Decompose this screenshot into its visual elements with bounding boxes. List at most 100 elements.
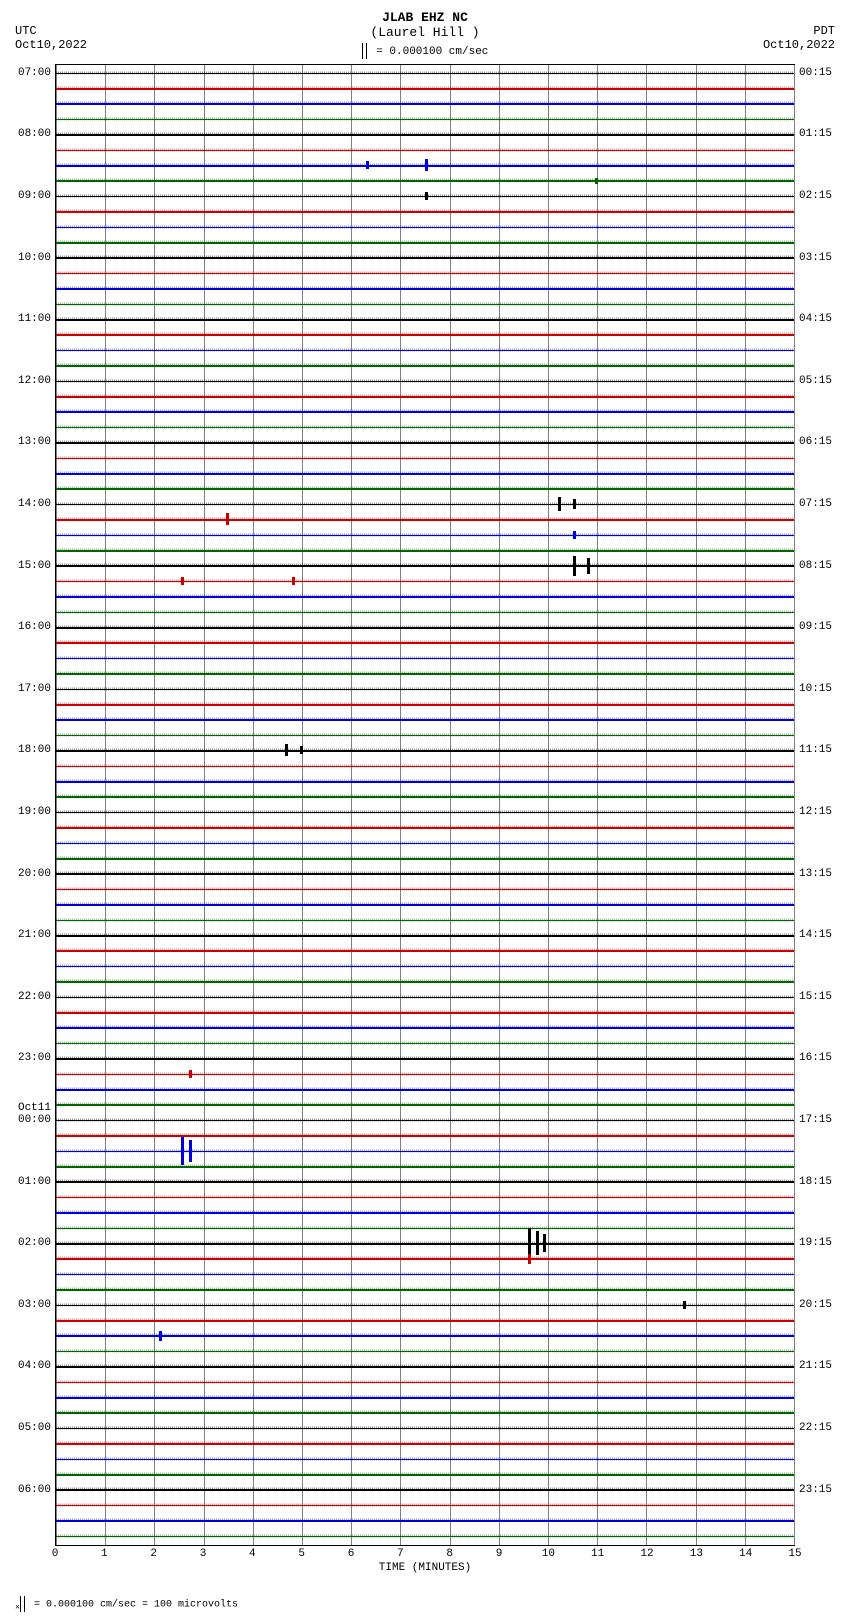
- utc-hour-label: 18:00: [11, 744, 51, 756]
- trace-noise: [56, 1503, 794, 1506]
- trace-noise: [56, 1426, 794, 1429]
- pdt-hour-label: 09:15: [799, 621, 839, 633]
- seismic-event: [595, 178, 598, 184]
- trace-noise: [56, 656, 794, 659]
- pdt-hour-label: 22:15: [799, 1422, 839, 1434]
- trace-noise: [56, 887, 794, 890]
- trace-row: [56, 142, 794, 157]
- seismic-event: [189, 1070, 192, 1078]
- trace-noise: [56, 87, 794, 90]
- utc-hour-label: 00:00: [11, 1114, 51, 1126]
- trace-row: [56, 1235, 794, 1250]
- trace-row: [56, 265, 794, 280]
- pdt-hour-label: 01:15: [799, 128, 839, 140]
- trace-noise: [56, 1072, 794, 1075]
- trace-noise: [56, 1365, 794, 1368]
- utc-hour-label: 10:00: [11, 252, 51, 264]
- seismic-event: [300, 746, 303, 754]
- trace-row: [56, 96, 794, 111]
- trace-noise: [56, 595, 794, 598]
- pdt-hour-label: 21:15: [799, 1360, 839, 1372]
- trace-noise: [56, 1011, 794, 1014]
- trace-noise: [56, 456, 794, 459]
- pdt-hour-label: 11:15: [799, 744, 839, 756]
- trace-noise: [56, 1041, 794, 1044]
- trace-noise: [56, 71, 794, 74]
- trace-noise: [56, 179, 794, 182]
- trace-noise: [56, 1134, 794, 1137]
- trace-row: [56, 1158, 794, 1173]
- trace-row: [56, 1051, 794, 1066]
- trace-row: [56, 496, 794, 511]
- trace-noise: [56, 1288, 794, 1291]
- seismic-event: [425, 192, 428, 200]
- trace-noise: [56, 1103, 794, 1106]
- trace-row: [56, 250, 794, 265]
- trace-noise: [56, 472, 794, 475]
- trace-row: [56, 111, 794, 126]
- trace-row: [56, 219, 794, 234]
- trace-row: [56, 897, 794, 912]
- trace-row: [56, 866, 794, 881]
- trace-noise: [56, 672, 794, 675]
- x-tick-label: 6: [348, 1548, 355, 1560]
- trace-row: [56, 1405, 794, 1420]
- seismic-event: [573, 499, 576, 509]
- x-tick-label: 10: [542, 1548, 555, 1560]
- trace-noise: [56, 425, 794, 428]
- trace-noise: [56, 1319, 794, 1322]
- seismic-event: [587, 558, 590, 574]
- utc-hour-label: 08:00: [11, 128, 51, 140]
- seismic-event: [181, 1137, 184, 1165]
- trace-row: [56, 542, 794, 557]
- trace-row: [56, 1004, 794, 1019]
- pdt-hour-label: 23:15: [799, 1484, 839, 1496]
- seismic-event: [189, 1140, 192, 1162]
- utc-hour-label: 16:00: [11, 621, 51, 633]
- trace-row: [56, 1035, 794, 1050]
- trace-row: [56, 1174, 794, 1189]
- trace-noise: [56, 1118, 794, 1121]
- tz-right-label: PDT: [763, 24, 835, 38]
- utc-hour-label: 03:00: [11, 1299, 51, 1311]
- trace-row: [56, 912, 794, 927]
- trace-noise: [56, 841, 794, 844]
- trace-row: [56, 481, 794, 496]
- trace-noise: [56, 764, 794, 767]
- trace-row: [56, 1097, 794, 1112]
- trace-noise: [56, 1165, 794, 1168]
- trace-row: [56, 1251, 794, 1266]
- trace-noise: [56, 1272, 794, 1275]
- trace-row: [56, 758, 794, 773]
- seismic-event: [425, 159, 428, 171]
- trace-row: [56, 1343, 794, 1358]
- seismic-event: [528, 1254, 531, 1264]
- trace-row: [56, 650, 794, 665]
- x-axis-title: TIME (MINUTES): [379, 1562, 471, 1574]
- trace-row: [56, 1128, 794, 1143]
- utc-hour-label: 21:00: [11, 929, 51, 941]
- trace-row: [56, 296, 794, 311]
- utc-hour-label: 02:00: [11, 1237, 51, 1249]
- pdt-hour-label: 03:15: [799, 252, 839, 264]
- trace-noise: [56, 1149, 794, 1152]
- trace-noise: [56, 533, 794, 536]
- trace-row: [56, 989, 794, 1004]
- trace-noise: [56, 379, 794, 382]
- seismic-event: [558, 497, 561, 511]
- trace-row: [56, 388, 794, 403]
- grid-line: [794, 65, 795, 1545]
- trace-noise: [56, 718, 794, 721]
- utc-hour-label: 05:00: [11, 1422, 51, 1434]
- utc-hour-label: 04:00: [11, 1360, 51, 1372]
- trace-noise: [56, 1211, 794, 1214]
- trace-noise: [56, 872, 794, 875]
- trace-row: [56, 773, 794, 788]
- utc-hour-label: 09:00: [11, 190, 51, 202]
- pdt-hour-label: 02:15: [799, 190, 839, 202]
- trace-noise: [56, 333, 794, 336]
- trace-row: [56, 1374, 794, 1389]
- trace-noise: [56, 964, 794, 967]
- pdt-hour-label: 07:15: [799, 498, 839, 510]
- trace-row: [56, 127, 794, 142]
